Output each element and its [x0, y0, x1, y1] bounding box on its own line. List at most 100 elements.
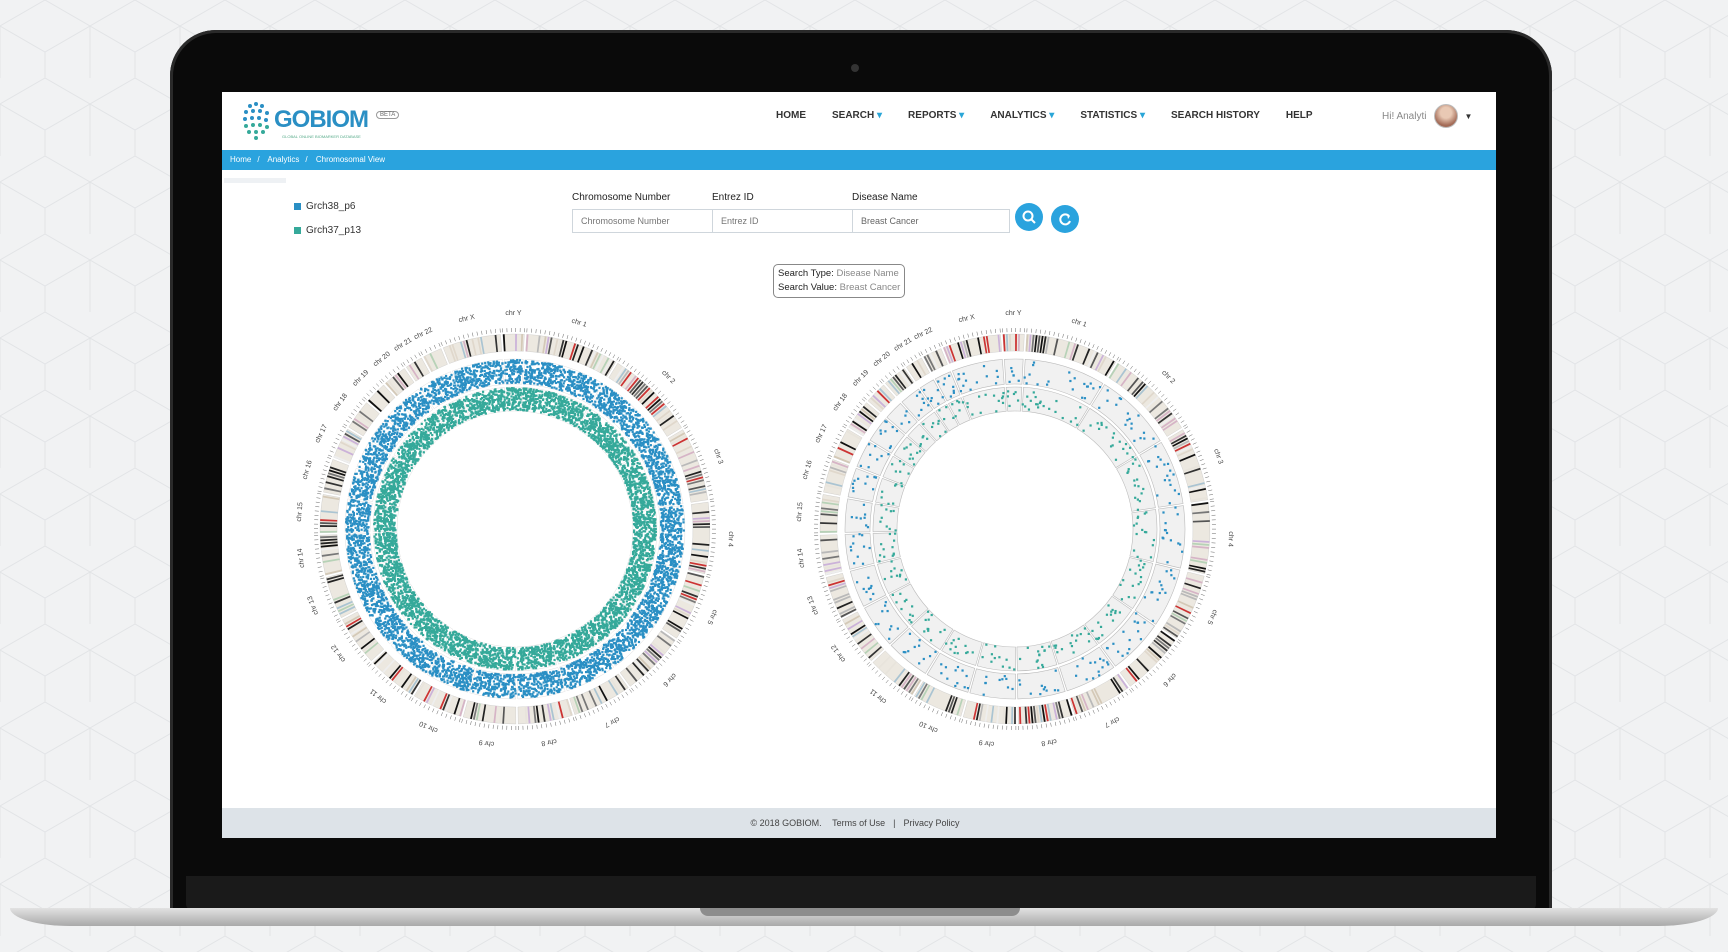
caret-down-icon[interactable]: ▼	[1464, 111, 1473, 121]
data-point	[658, 481, 661, 484]
side-tab[interactable]	[224, 178, 286, 183]
data-point	[619, 405, 622, 408]
data-point	[665, 577, 668, 580]
data-point	[579, 385, 582, 388]
data-point	[664, 475, 667, 478]
nav-help[interactable]: HELP	[1285, 110, 1313, 121]
data-point	[646, 443, 650, 446]
data-point	[660, 470, 664, 473]
data-point	[613, 434, 616, 437]
data-point	[650, 470, 653, 473]
data-point	[665, 586, 668, 589]
data-point	[628, 429, 631, 432]
data-point	[599, 612, 602, 615]
data-point	[652, 578, 655, 581]
entrez-id-input[interactable]	[712, 209, 870, 233]
data-point	[630, 504, 634, 507]
data-point	[610, 602, 613, 606]
data-point	[614, 463, 618, 467]
data-point	[531, 370, 534, 373]
nav-statistics[interactable]: STATISTICS ▾	[1080, 110, 1145, 121]
data-point	[634, 516, 637, 519]
data-point	[671, 470, 675, 473]
data-point	[648, 568, 651, 571]
data-point	[615, 402, 618, 405]
data-point	[617, 616, 621, 620]
data-point	[572, 645, 575, 648]
disease-name-input[interactable]	[852, 209, 1010, 233]
data-point	[560, 401, 564, 405]
logo[interactable]: GOBIOM BETA GLOBAL ONLINE BIOMARKER DATA…	[240, 98, 400, 142]
data-point	[663, 544, 666, 547]
data-point	[590, 421, 593, 424]
data-point	[634, 532, 638, 535]
data-point	[573, 393, 576, 397]
data-point	[612, 652, 615, 656]
data-point	[648, 486, 651, 489]
breadcrumb-home[interactable]: Home	[230, 155, 252, 164]
axis-tick	[629, 689, 633, 693]
data-point	[646, 503, 649, 506]
data-point	[602, 659, 605, 662]
data-point	[557, 366, 560, 369]
data-point	[562, 647, 565, 650]
data-point	[645, 504, 648, 508]
data-point	[644, 625, 647, 628]
data-point	[556, 641, 559, 645]
data-point	[597, 418, 600, 421]
data-point	[633, 631, 636, 634]
data-point	[652, 475, 655, 478]
data-point	[584, 395, 587, 398]
nav-search[interactable]: SEARCH ▾	[832, 110, 883, 121]
data-point	[620, 451, 623, 455]
data-point	[627, 450, 630, 453]
refresh-button[interactable]	[1051, 205, 1079, 233]
data-point	[677, 517, 680, 520]
data-point	[647, 439, 650, 442]
nav-search-history[interactable]: SEARCH HISTORY	[1171, 110, 1260, 121]
data-point	[544, 377, 547, 380]
data-point	[579, 387, 582, 390]
breadcrumb-analytics[interactable]: Analytics	[267, 155, 300, 164]
user-menu[interactable]: Hi! Analyti ▼	[1382, 104, 1472, 128]
data-point	[604, 609, 607, 612]
data-point	[627, 580, 630, 584]
data-point	[582, 397, 585, 401]
data-point	[621, 471, 625, 474]
chromosome-number-input[interactable]	[572, 209, 730, 233]
data-point	[567, 674, 570, 677]
data-point	[596, 653, 599, 656]
nav-reports[interactable]: REPORTS ▾	[908, 110, 965, 121]
data-point	[674, 564, 678, 567]
data-point	[540, 367, 544, 370]
avatar[interactable]	[1434, 104, 1459, 128]
data-point	[652, 519, 655, 522]
data-point	[633, 599, 637, 603]
data-point	[528, 689, 531, 692]
data-point	[638, 524, 642, 527]
data-point	[550, 690, 553, 693]
chromosome-label: Chromosome Number	[572, 192, 671, 203]
search-button[interactable]	[1015, 203, 1043, 231]
data-point	[603, 394, 607, 397]
data-point	[552, 395, 555, 398]
data-point	[637, 473, 640, 476]
data-point	[628, 570, 631, 573]
data-point	[602, 404, 605, 407]
data-point	[671, 581, 674, 584]
data-point	[580, 639, 583, 642]
nav-analytics[interactable]: ANALYTICS ▾	[990, 110, 1055, 121]
data-point	[640, 625, 643, 628]
data-point	[582, 383, 585, 387]
data-point	[544, 394, 547, 397]
data-point	[640, 523, 643, 527]
axis-tick	[644, 377, 648, 381]
data-point	[599, 662, 602, 665]
data-point	[642, 554, 646, 557]
data-point	[539, 404, 542, 407]
data-point	[607, 451, 610, 454]
nav-home[interactable]: HOME	[776, 110, 806, 121]
data-point	[672, 556, 675, 559]
data-point	[620, 424, 623, 427]
data-point	[661, 529, 664, 532]
